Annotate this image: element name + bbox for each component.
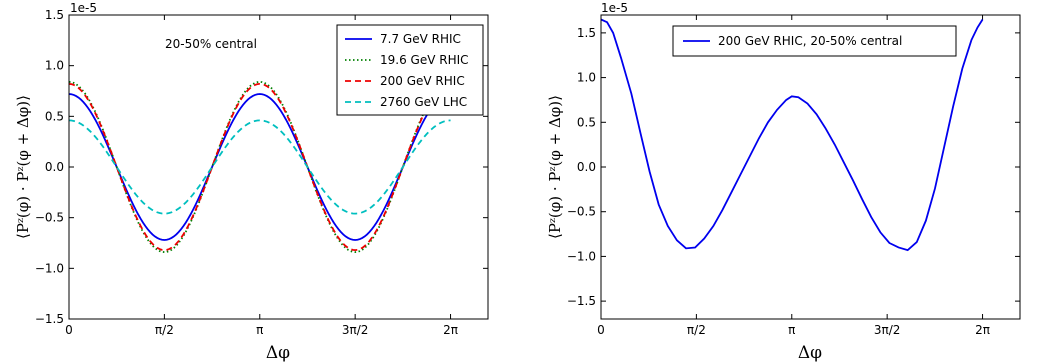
right-y-ticks: −1.5 −1.0 −0.5 0.0 0.5 1.0 1.5 xyxy=(567,26,1020,308)
left-y-tick-label: 1.0 xyxy=(45,59,64,73)
right-x-tick-label: 3π/2 xyxy=(874,323,901,337)
left-chart: −1.5 −1.0 −0.5 0.0 0.5 1.0 1.5 0 π/2 π 3π/2 2π 1e-… xyxy=(14,1,489,363)
right-y-tick-label: 0.0 xyxy=(577,160,596,174)
left-series-line-3 xyxy=(69,83,451,251)
left-y-tick-label: 1.5 xyxy=(45,8,64,22)
right-x-tick-label: π xyxy=(788,323,795,337)
left-y-tick-label: −0.5 xyxy=(35,211,64,225)
left-legend-box xyxy=(336,24,484,116)
left-x-tick-label: 3π/2 xyxy=(342,323,369,337)
right-y-tick-label: 1.5 xyxy=(577,26,596,40)
left-legend-label: 2760 GeV LHC xyxy=(380,95,467,109)
right-x-axis-label: Δφ xyxy=(798,343,822,363)
left-x-tick-label: 2π xyxy=(443,323,458,337)
left-legend: 7.7 GeV RHIC 19.6 GeV RHIC 200 GeV RHIC 276… xyxy=(336,24,484,116)
right-y-tick-label: −0.5 xyxy=(567,205,596,219)
right-series xyxy=(601,18,984,252)
left-x-tick-label: π xyxy=(256,323,263,337)
right-legend-label: 200 GeV RHIC, 20-50% central xyxy=(718,34,902,48)
right-offset-label: 1e-5 xyxy=(601,1,628,15)
left-series-line-4 xyxy=(69,119,451,215)
right-series-line-1 xyxy=(601,18,984,252)
left-y-tick-label: −1.0 xyxy=(35,261,64,275)
right-chart: −1.5 −1.0 −0.5 0.0 0.5 1.0 1.5 0 π/2 π 3π/2 2π 1e-… xyxy=(546,1,1021,363)
left-y-tick-label: −1.5 xyxy=(35,312,64,326)
right-plot-frame xyxy=(600,14,1021,320)
left-plot-frame xyxy=(68,14,489,320)
left-y-axis-label: ⟨Pᶻ(φ) · Pᶻ(φ + Δφ)⟩ xyxy=(14,95,32,239)
left-y-tick-label: 0.0 xyxy=(45,160,64,174)
left-x-ticks: 0 π/2 π 3π/2 2π xyxy=(65,15,458,337)
left-x-axis-label: Δφ xyxy=(266,343,290,363)
right-y-tick-label: −1.5 xyxy=(567,294,596,308)
right-legend: 200 GeV RHIC, 20-50% central xyxy=(672,25,957,57)
right-y-tick-label: 0.5 xyxy=(577,115,596,129)
left-series xyxy=(69,80,451,254)
right-y-axis-label: ⟨Pᶻ(φ) · Pᶻ(φ + Δφ)⟩ xyxy=(546,95,564,239)
right-y-tick-label: −1.0 xyxy=(567,249,596,263)
right-x-tick-label: 0 xyxy=(597,323,605,337)
left-legend-label: 7.7 GeV RHIC xyxy=(380,32,461,46)
left-legend-label: 200 GeV RHIC xyxy=(380,74,465,88)
right-y-tick-label: 1.0 xyxy=(577,71,596,85)
left-legend-label: 19.6 GeV RHIC xyxy=(380,53,469,67)
right-x-ticks: 0 π/2 π 3π/2 2π xyxy=(597,15,990,337)
left-x-tick-label: π/2 xyxy=(155,323,174,337)
left-y-tick-label: 0.5 xyxy=(45,109,64,123)
right-x-tick-label: π/2 xyxy=(687,323,706,337)
right-legend-box xyxy=(672,25,957,57)
left-annotation: 20-50% central xyxy=(165,37,257,51)
left-offset-label: 1e-5 xyxy=(70,1,97,15)
left-x-tick-label: 0 xyxy=(65,323,73,337)
left-series-line-1 xyxy=(69,93,451,241)
right-x-tick-label: 2π xyxy=(975,323,990,337)
